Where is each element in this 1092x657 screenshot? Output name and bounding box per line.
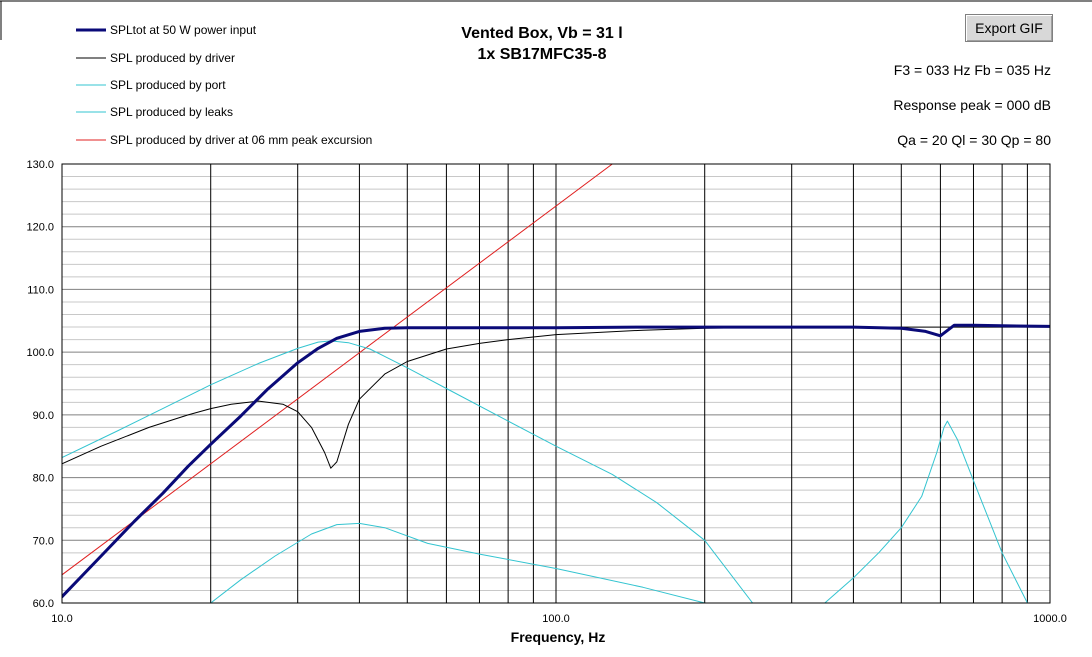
chart-subtitle: 1x SB17MFC35-8 <box>478 46 607 63</box>
x-tick-label: 1000.0 <box>1033 613 1067 625</box>
x-axis-title: Frequency, Hz <box>511 629 606 645</box>
info-q-values: Qa = 20 Ql = 30 Qp = 80 <box>897 132 1051 148</box>
legend-label-excursion: SPL produced by driver at 06 mm peak exc… <box>110 133 372 147</box>
export-gif-button[interactable]: Export GIF <box>965 14 1053 42</box>
grid-vertical <box>210 164 1028 603</box>
series-layer <box>62 164 1050 603</box>
tick-labels: 60.0 70.0 80.0 90.0 100.0 110.0 120.0 130.0 10.0… <box>26 159 1066 625</box>
legend-label-driver: SPL produced by driver <box>110 51 235 65</box>
series-spl-excursion <box>62 164 613 576</box>
y-tick-label: 90.0 <box>33 410 54 422</box>
plot-area: 60.0 70.0 80.0 90.0 100.0 110.0 120.0 130.0 10.0… <box>26 159 1066 625</box>
info-f3-fb: F3 = 033 Hz Fb = 035 Hz <box>894 62 1051 78</box>
x-tick-label: 100.0 <box>542 613 570 625</box>
legend: SPLtot at 50 W power input SPL produced … <box>76 23 372 147</box>
series-spl-total <box>62 323 1050 599</box>
y-tick-label: 110.0 <box>27 284 54 296</box>
y-tick-label: 80.0 <box>33 473 54 485</box>
series-spl-driver <box>62 326 1050 469</box>
x-tick-label: 10.0 <box>51 613 72 625</box>
y-tick-label: 70.0 <box>33 535 54 547</box>
legend-label-leaks: SPL produced by leaks <box>110 105 233 119</box>
series-spl-leaks <box>210 420 1028 603</box>
y-tick-label: 130.0 <box>26 159 54 171</box>
info-response-peak: Response peak = 000 dB <box>893 97 1051 113</box>
y-tick-label: 100.0 <box>26 347 54 359</box>
chart-title: Vented Box, Vb = 31 l <box>461 25 622 42</box>
legend-label-port: SPL produced by port <box>110 78 226 92</box>
plot-frame <box>61 163 1051 604</box>
y-tick-label: 120.0 <box>26 222 54 234</box>
legend-label-total: SPLtot at 50 W power input <box>110 23 257 37</box>
series-spl-port <box>62 340 754 603</box>
y-tick-label: 60.0 <box>33 598 54 610</box>
